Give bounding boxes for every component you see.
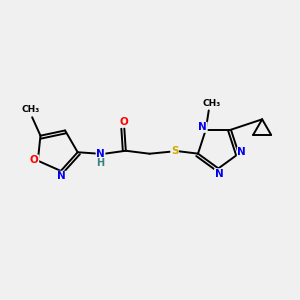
Text: O: O	[120, 117, 129, 127]
Text: H: H	[97, 158, 105, 168]
Text: N: N	[198, 122, 207, 132]
Text: S: S	[171, 146, 178, 156]
Text: N: N	[96, 149, 105, 159]
Text: CH₃: CH₃	[202, 99, 220, 108]
Text: N: N	[57, 171, 66, 181]
Text: CH₃: CH₃	[22, 105, 40, 114]
Text: N: N	[214, 169, 223, 179]
Text: O: O	[30, 155, 39, 165]
Text: N: N	[237, 147, 246, 157]
